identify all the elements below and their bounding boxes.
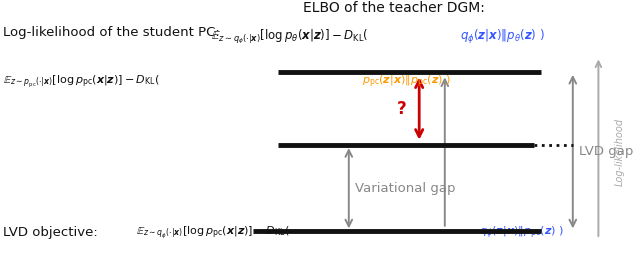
Text: $\mathbb{E}_{z\sim q_\phi(\cdot|\boldsymbol{x})}[\log p_\theta(\boldsymbol{x}|\b: $\mathbb{E}_{z\sim q_\phi(\cdot|\boldsym…	[211, 28, 369, 46]
Text: LVD objective:: LVD objective:	[3, 226, 98, 239]
Text: $\mathbb{E}_{z\sim q_\phi(\cdot|\boldsymbol{x})}[\log p_{\mathrm{pc}}(\boldsymbo: $\mathbb{E}_{z\sim q_\phi(\cdot|\boldsym…	[136, 225, 289, 241]
Text: Log-likelihood of the student PC:: Log-likelihood of the student PC:	[3, 26, 220, 39]
Text: ELBO of the teacher DGM:: ELBO of the teacher DGM:	[303, 1, 484, 15]
Text: Log-likelihood: Log-likelihood	[614, 117, 625, 186]
Text: ?: ?	[396, 99, 406, 118]
Text: Variational gap: Variational gap	[355, 182, 456, 195]
Text: LVD gap: LVD gap	[579, 145, 634, 158]
Text: $q_\phi(\boldsymbol{z}|\boldsymbol{x}) \| p_\theta(\boldsymbol{z})\ )$: $q_\phi(\boldsymbol{z}|\boldsymbol{x}) \…	[460, 28, 545, 46]
Text: $p_{\mathrm{pc}}(\boldsymbol{z}|\boldsymbol{x}) \| p_{\mathrm{pc}}(\boldsymbol{z: $p_{\mathrm{pc}}(\boldsymbol{z}|\boldsym…	[362, 74, 451, 90]
Text: $q_\phi(\boldsymbol{z}|\boldsymbol{x}) \| p_{\mathrm{pc}}(\boldsymbol{z})\ )$: $q_\phi(\boldsymbol{z}|\boldsymbol{x}) \…	[479, 224, 564, 241]
Text: $\mathbb{E}_{z\sim p_{\mathrm{pc}}(\cdot|\boldsymbol{x})}[\log p_{\mathrm{pc}}(\: $\mathbb{E}_{z\sim p_{\mathrm{pc}}(\cdot…	[3, 74, 160, 90]
